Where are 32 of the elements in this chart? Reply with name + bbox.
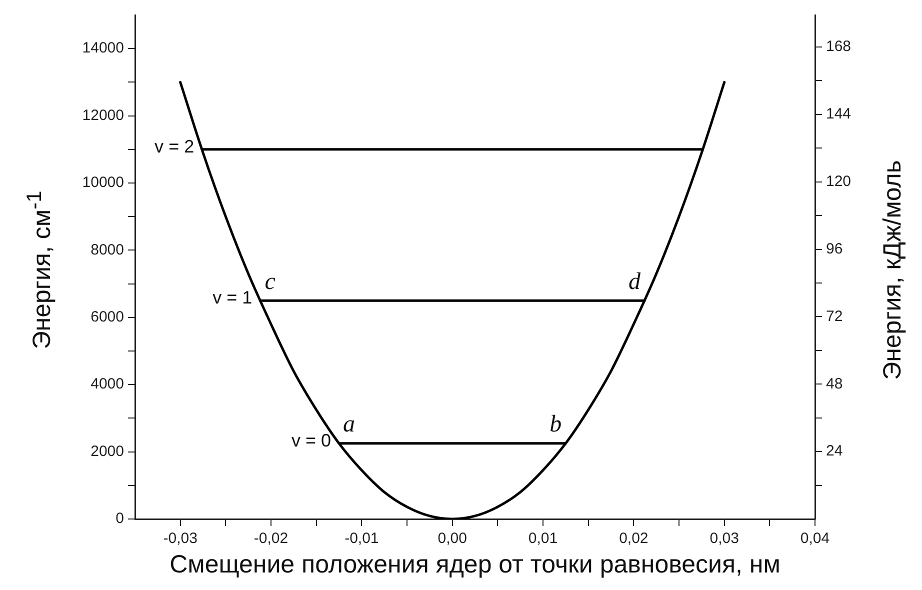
x-tick-label: -0,03 bbox=[163, 530, 198, 548]
y-tick-label: 0 bbox=[116, 510, 124, 528]
x-tick-label: 0,03 bbox=[710, 530, 739, 548]
x-tick-label: -0,02 bbox=[254, 530, 288, 548]
y2-tick-label: 24 bbox=[826, 442, 843, 460]
y-tick-label: 12000 bbox=[82, 106, 124, 124]
y-tick-label: 6000 bbox=[90, 308, 124, 326]
annotation: c bbox=[264, 268, 276, 295]
y2-tick-label: 168 bbox=[826, 38, 852, 56]
y2-tick-label: 48 bbox=[826, 375, 843, 392]
y-tick-label: 8000 bbox=[90, 241, 124, 258]
series-label: v = 0 bbox=[291, 430, 331, 450]
y2-tick-label: 144 bbox=[826, 106, 852, 123]
y-tick-label: 4000 bbox=[90, 376, 124, 393]
series-label: v = 1 bbox=[212, 288, 252, 308]
series-label: v = 2 bbox=[154, 136, 194, 156]
x-tick-label: 0,02 bbox=[619, 530, 648, 548]
y2-tick-label: 96 bbox=[826, 240, 843, 258]
annotation: b bbox=[550, 412, 562, 438]
x-axis-title: Смещение положения ядер от точки равновесия, нм bbox=[170, 550, 780, 580]
y2-tick-label: 120 bbox=[826, 173, 852, 190]
y-tick-label: 10000 bbox=[82, 174, 124, 192]
annotation: a bbox=[343, 412, 355, 438]
x-tick-label: 0,00 bbox=[438, 530, 467, 548]
x-tick-label: 0,01 bbox=[528, 530, 558, 548]
y2-tick-label: 72 bbox=[826, 308, 843, 325]
x-tick-label: 0,04 bbox=[800, 530, 830, 548]
annotation: d bbox=[628, 268, 642, 295]
y-tick-label: 2000 bbox=[90, 442, 124, 460]
y2-axis-title: Энергия, кДж/моль bbox=[878, 160, 908, 380]
y-tick-label: 14000 bbox=[82, 40, 124, 57]
x-tick-label: -0,01 bbox=[344, 530, 379, 548]
